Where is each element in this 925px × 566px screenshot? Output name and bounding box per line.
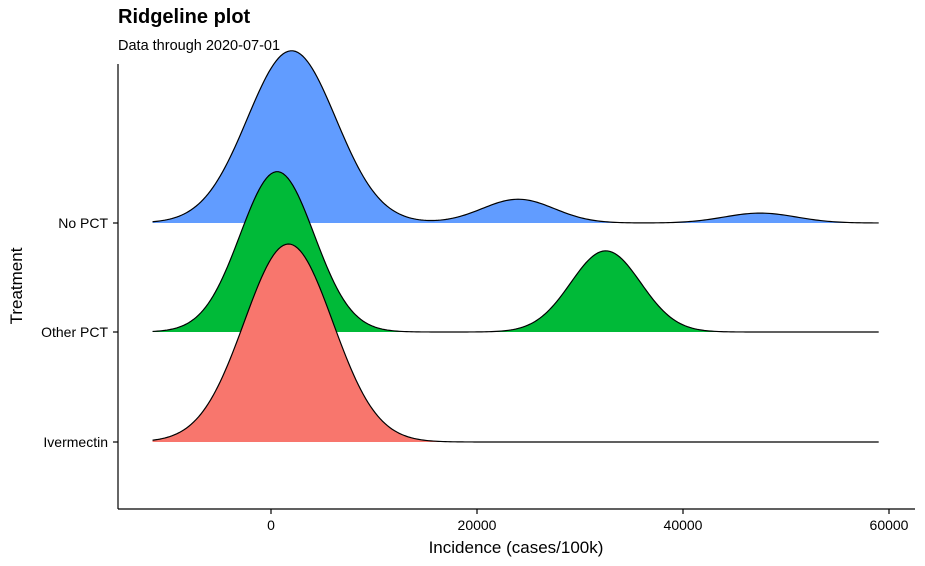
y-tick-label: No PCT bbox=[58, 215, 108, 231]
x-tick-label: 0 bbox=[267, 517, 275, 533]
ridges-layer bbox=[152, 50, 879, 443]
ridge-line-no-pct bbox=[152, 50, 879, 224]
x-tick-label: 40000 bbox=[664, 517, 703, 533]
x-axis-ticks: 0 20000 40000 60000 bbox=[267, 509, 909, 533]
ridge-line-other-pct bbox=[152, 171, 879, 333]
ridge-fill-other-pct bbox=[152, 171, 879, 332]
ridge-fill-ivermectin bbox=[152, 244, 879, 442]
y-axis-ticks: Ivermectin Other PCT No PCT bbox=[41, 215, 118, 450]
ridge-fill-no-pct bbox=[152, 50, 879, 223]
chart-title: Ridgeline plot bbox=[118, 6, 251, 28]
y-tick-label: Other PCT bbox=[41, 324, 108, 340]
x-tick-label: 60000 bbox=[870, 517, 909, 533]
y-tick-label: Ivermectin bbox=[43, 434, 108, 450]
ridge-line-ivermectin bbox=[152, 243, 879, 443]
chart-subtitle: Data through 2020-07-01 bbox=[118, 38, 281, 54]
x-tick-label: 20000 bbox=[458, 517, 497, 533]
x-axis-title: Incidence (cases/100k) bbox=[429, 538, 604, 557]
y-axis-title: Treatment bbox=[7, 247, 26, 324]
